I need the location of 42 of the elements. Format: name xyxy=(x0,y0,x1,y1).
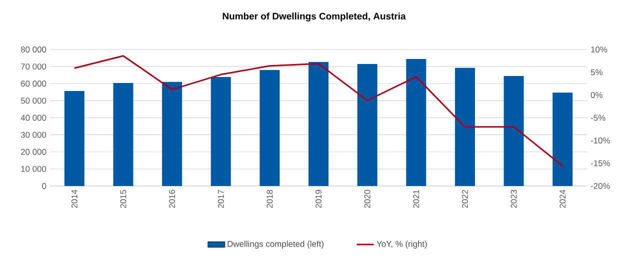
bar xyxy=(64,90,84,186)
y-tick-label: 20 000 xyxy=(21,148,46,155)
y2-tick-label: 5% xyxy=(590,69,602,76)
y2-tick-label: -5% xyxy=(590,114,606,121)
bar xyxy=(308,62,329,186)
bar xyxy=(162,82,182,186)
x-tick-label: 2016 xyxy=(169,190,176,208)
y-tick-label: 0 xyxy=(42,183,46,189)
y-tick-label: 70 000 xyxy=(21,64,46,70)
x-tick-label: 2017 xyxy=(218,190,224,208)
x-tick-label: 2019 xyxy=(316,190,322,208)
y-tick-label: 30 000 xyxy=(20,132,46,138)
bar xyxy=(357,64,378,186)
bar xyxy=(260,70,280,186)
y-tick-label: 50 000 xyxy=(20,98,46,104)
y-tick-label: 10 000 xyxy=(21,166,46,172)
bar xyxy=(504,76,524,186)
x-tick-label: 2015 xyxy=(120,190,126,208)
bar xyxy=(454,68,475,186)
bar xyxy=(552,92,573,186)
bar xyxy=(113,82,134,186)
x-tick-label: 2020 xyxy=(364,190,370,208)
y2-tick-label: 0% xyxy=(590,92,602,98)
x-tick-label: 2018 xyxy=(266,190,273,208)
bar xyxy=(406,59,426,186)
y2-tick-label: -20% xyxy=(590,183,610,189)
y-tick-label: 60 000 xyxy=(21,80,46,87)
x-tick-label: 2023 xyxy=(510,190,517,208)
y2-tick-label: -10% xyxy=(590,138,610,144)
x-tick-label: 2022 xyxy=(462,190,468,208)
bar xyxy=(210,76,231,186)
legend-label: YoY, % (right) xyxy=(376,240,427,249)
y-tick-label: 40 000 xyxy=(20,114,46,121)
x-tick-label: 2014 xyxy=(71,190,78,208)
x-tick-label: 2021 xyxy=(413,190,420,208)
x-tick-label: 2024 xyxy=(560,190,566,208)
y2-tick-label: -15% xyxy=(590,160,610,166)
chart-title: Number of Dwellings Completed, Austria xyxy=(222,12,406,22)
y2-tick-label: 10% xyxy=(591,46,608,52)
legend-label: Dwellings completed (left) xyxy=(228,240,324,249)
y-tick-label: 80 000 xyxy=(20,46,46,52)
line-series xyxy=(74,55,564,167)
